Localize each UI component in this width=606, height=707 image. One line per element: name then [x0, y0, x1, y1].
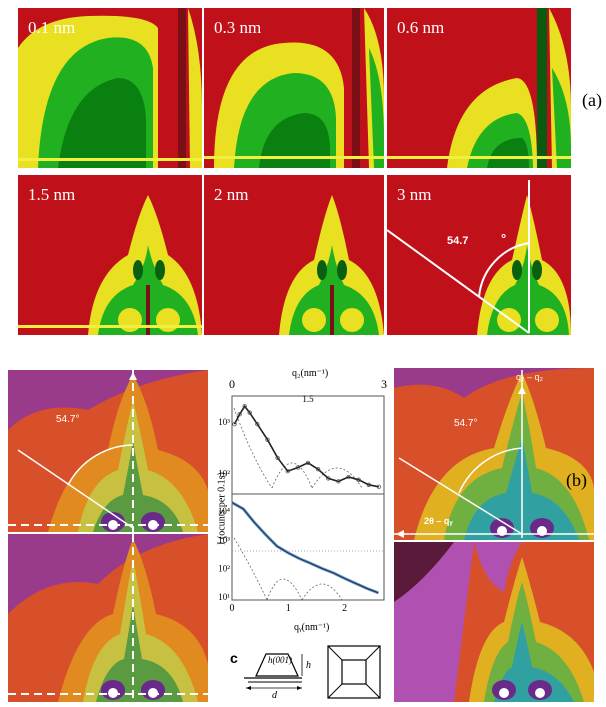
chart-top-point [305, 460, 311, 465]
panel-a2-label: 0.3 nm [214, 18, 262, 37]
chart-bottom-series-line [231, 501, 379, 595]
chart-top-y-tick: 10² [218, 468, 230, 478]
schematic-top-view [327, 645, 381, 699]
panel-a6: 3 nm 54.7 ° [387, 175, 571, 335]
panel-a6-degree: ° [501, 231, 507, 246]
chart-top-point [255, 421, 260, 427]
chart-top-point [356, 477, 361, 482]
chart-top-point [336, 479, 341, 484]
panel-a6-angle: 54.7 [447, 235, 469, 247]
panel-a1-label: 0.1 nm [28, 18, 76, 37]
chart-top-point [326, 476, 331, 481]
panel-b-left-bottom [8, 534, 208, 702]
schematic-c-label: c [230, 650, 238, 666]
chart-y-label: I (ocunts per 0.1s) [216, 472, 228, 545]
chart-bottom-x-tick: 1 [286, 603, 291, 614]
chart-top-point [285, 469, 290, 474]
panel-a4: 1.5 nm [18, 175, 202, 335]
panel-a3: 0.6 nm [387, 8, 571, 168]
panel-a2: 0.3 nm [204, 8, 384, 168]
figure-b-tag: (b) [566, 470, 587, 490]
panel-a4-label: 1.5 nm [28, 185, 76, 204]
chart-top-x-tick: 3 [381, 377, 387, 391]
panel-b-right-top-horizontal-label: 2θ – qᵧ [424, 516, 453, 526]
chart-top-x-tick: 0 [229, 377, 235, 391]
schematic-d: d [272, 690, 277, 701]
panel-a5: 2 nm [204, 175, 384, 335]
chart-top-y-tick: 10³ [218, 417, 230, 427]
chart-top-point [346, 474, 351, 480]
chart-bottom-y-tick: 10² [218, 563, 230, 573]
chart-top-point [247, 410, 252, 415]
chart-panel: 0 1.5 3 10³ 10² 0 1 2 10⁴ 10³ 10² 10¹ q₂(nm⁻¹) q… [212, 368, 392, 640]
panel-a3-label: 0.6 nm [397, 18, 445, 37]
panel-b-left-top: 54.7° [8, 370, 208, 532]
chart-bottom-x-tick: 2 [342, 603, 347, 614]
panel-a5-label: 2 nm [214, 185, 249, 204]
chart-top-point [232, 421, 237, 427]
chart-bottom-x-label: qᵧ(nm⁻¹) [294, 622, 330, 633]
chart-top-x-tick: 1.5 [302, 394, 314, 404]
panel-a6-label: 3 nm [397, 185, 432, 204]
chart-top-point [366, 482, 371, 487]
schematic-h001: h(001) [268, 655, 292, 665]
chart-top-point [242, 404, 247, 409]
chart-top-x-label: q₂(nm⁻¹) [292, 368, 329, 379]
chart-bottom-x-tick: 0 [230, 603, 235, 614]
chart-bottom-y-tick: 10¹ [218, 592, 230, 602]
schematic-h: h [306, 660, 311, 671]
chart-top-point [295, 465, 301, 470]
chart-bottom-frame [231, 493, 385, 601]
chart-top-point [237, 412, 242, 417]
chart-top-point [265, 437, 270, 442]
chart-top-point [376, 484, 382, 489]
schematic-side-view [244, 653, 303, 690]
panel-b-right-top: 54.7° q₂ – q₂ 2θ – qᵧ [394, 368, 594, 540]
chart-bottom-y-tick: 10⁴ [218, 506, 230, 516]
panel-b-right-top-vertical-label: q₂ – q₂ [516, 372, 544, 382]
panel-a1: 0.1 nm [18, 8, 202, 168]
chart-bottom-y-tick: 10³ [218, 535, 230, 545]
panel-b-left-top-angle: 54.7° [56, 414, 80, 425]
figure-a-tag: (a) [582, 90, 602, 110]
chart-bottom-series-core [231, 502, 379, 594]
chart-top-point [275, 455, 280, 460]
chart-top-series-line [233, 404, 380, 488]
chart-top-point [315, 467, 321, 472]
panel-b-right-bottom [394, 542, 594, 702]
panel-b-right-top-angle: 54.7° [454, 418, 478, 429]
